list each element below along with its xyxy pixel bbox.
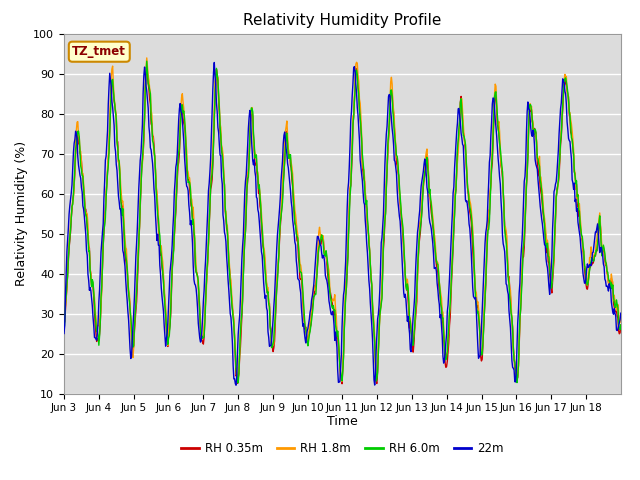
Y-axis label: Relativity Humidity (%): Relativity Humidity (%) bbox=[15, 141, 28, 286]
Text: TZ_tmet: TZ_tmet bbox=[72, 45, 126, 58]
Title: Relativity Humidity Profile: Relativity Humidity Profile bbox=[243, 13, 442, 28]
Legend: RH 0.35m, RH 1.8m, RH 6.0m, 22m: RH 0.35m, RH 1.8m, RH 6.0m, 22m bbox=[176, 437, 509, 460]
X-axis label: Time: Time bbox=[327, 415, 358, 428]
